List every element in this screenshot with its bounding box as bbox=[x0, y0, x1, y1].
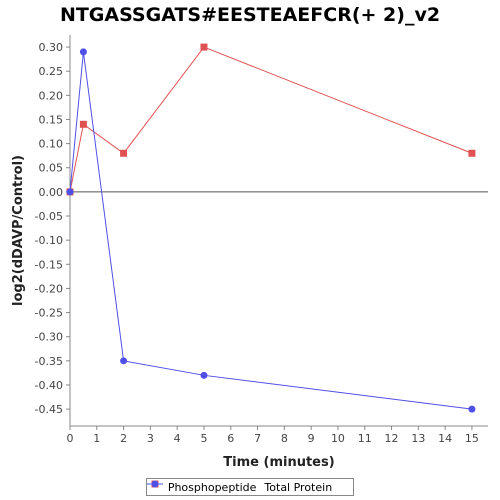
chart-title: NTGASSGATS#EESTEAEFCR(+ 2)_v2 bbox=[59, 4, 441, 26]
x-tick-label: 1 bbox=[93, 432, 100, 445]
x-tick-label: 15 bbox=[465, 432, 479, 445]
x-tick-label: 3 bbox=[147, 432, 154, 445]
legend: Phosphopeptide Total Protein bbox=[146, 478, 354, 496]
data-point-1 bbox=[468, 405, 476, 413]
y-tick-label: 0.00 bbox=[39, 186, 64, 199]
y-tick-label: -0.40 bbox=[35, 379, 63, 392]
data-point-0 bbox=[468, 149, 476, 157]
y-tick-label: -0.05 bbox=[35, 210, 63, 223]
y-tick-label: 0.05 bbox=[39, 162, 64, 175]
x-tick-label: 0 bbox=[67, 432, 74, 445]
legend-item: Phosphopeptide bbox=[147, 480, 257, 494]
y-tick-label: 0.10 bbox=[39, 138, 64, 151]
y-tick-label: 0.15 bbox=[39, 113, 64, 126]
y-tick-label: -0.10 bbox=[35, 234, 63, 247]
x-tick-label: 11 bbox=[358, 432, 372, 445]
x-tick-label: 10 bbox=[331, 432, 345, 445]
legend-label: Phosphopeptide bbox=[167, 480, 257, 494]
data-point-1 bbox=[66, 188, 74, 196]
series-line-1 bbox=[69, 51, 472, 410]
data-point-0 bbox=[120, 149, 128, 157]
legend-item: Total Protein bbox=[147, 480, 333, 494]
data-point-0 bbox=[200, 43, 208, 51]
x-tick-label: 8 bbox=[281, 432, 288, 445]
x-tick-label: 7 bbox=[254, 432, 261, 445]
y-tick-label: 0.30 bbox=[39, 41, 64, 54]
y-axis-label: log2(dDAVP/Control) bbox=[11, 155, 26, 306]
y-tick-label: -0.30 bbox=[35, 331, 63, 344]
y-tick-label: -0.25 bbox=[35, 307, 63, 320]
y-tick-label: 0.20 bbox=[39, 89, 64, 102]
y-tick-label: -0.45 bbox=[35, 403, 63, 416]
legend-swatch bbox=[147, 480, 163, 488]
x-axis-label: Time (minutes) bbox=[223, 455, 334, 470]
x-tick-label: 9 bbox=[308, 432, 315, 445]
y-tick-label: 0.25 bbox=[39, 65, 64, 78]
data-point-1 bbox=[79, 48, 87, 56]
y-tick-label: -0.15 bbox=[35, 258, 63, 271]
x-tick-label: 2 bbox=[120, 432, 127, 445]
x-tick-label: 14 bbox=[438, 432, 452, 445]
series-line-0 bbox=[69, 46, 473, 192]
x-tick-label: 4 bbox=[174, 432, 181, 445]
data-point-1 bbox=[120, 357, 128, 365]
x-tick-label: 5 bbox=[200, 432, 207, 445]
x-tick-label: 6 bbox=[227, 432, 234, 445]
x-tick-label: 12 bbox=[385, 432, 399, 445]
data-point-0 bbox=[79, 120, 87, 128]
y-tick-label: -0.20 bbox=[35, 282, 63, 295]
x-tick-label: 13 bbox=[411, 432, 425, 445]
data-point-1 bbox=[200, 371, 208, 379]
legend-label: Total Protein bbox=[264, 480, 333, 494]
y-tick-label: -0.35 bbox=[35, 355, 63, 368]
